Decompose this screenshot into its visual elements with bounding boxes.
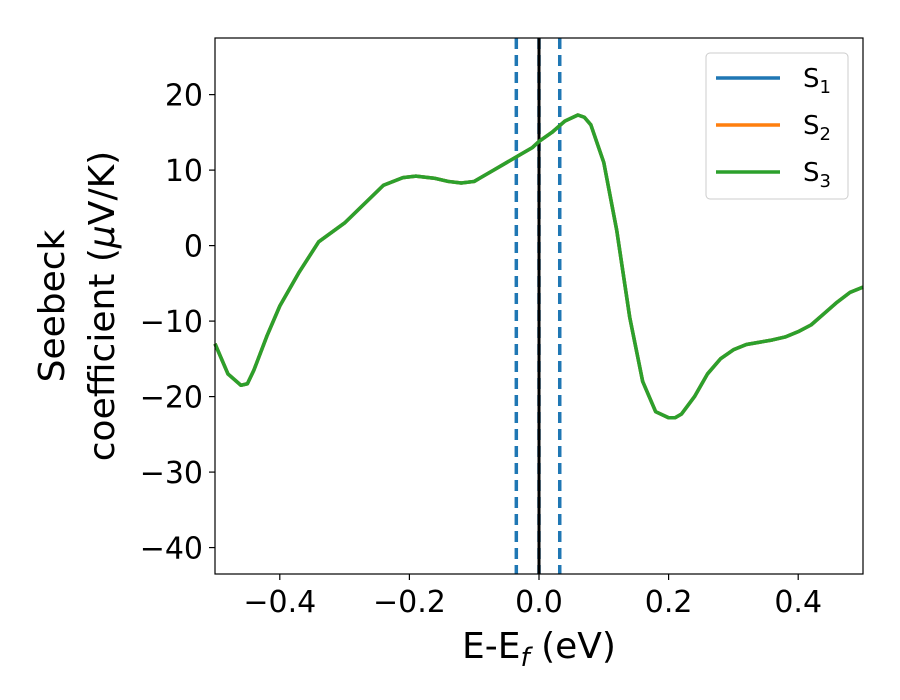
y-axis-title: Seebeck coefficient (μV/K) (32, 151, 123, 461)
legend-label-sub: 2 (820, 124, 831, 145)
y-tick-label: −30 (140, 456, 203, 491)
x-axis-title-unit: (eV) (530, 626, 616, 667)
x-tick-label: 0.2 (645, 585, 693, 620)
series-lines (213, 113, 864, 420)
y-tick-label: −20 (140, 381, 203, 416)
y-tick-label: 10 (165, 154, 203, 189)
series-line-s3 (213, 113, 864, 420)
y-tick-label: −40 (140, 532, 203, 567)
legend-label-main: S (803, 158, 820, 188)
y-axis-ticks: −40 −30 −20 −10 0 10 20 (140, 79, 215, 567)
x-tick-label: −0.2 (373, 585, 446, 620)
y-axis-title-mu: μ (82, 225, 123, 249)
legend-label-sub: 1 (820, 77, 831, 98)
legend-label-main: S (803, 64, 820, 94)
legend-label-s2: S2 (803, 111, 831, 145)
y-tick-label: −10 (140, 305, 203, 340)
y-axis-title-unit: V/K) (82, 151, 123, 225)
y-axis-title-line1: Seebeck (32, 229, 73, 382)
legend-label-s1: S1 (803, 64, 831, 98)
x-axis-title: E-Ef (eV) (462, 626, 616, 673)
y-axis-title-line2: coefficient (μV/K) (82, 151, 123, 461)
y-tick-label: 0 (184, 230, 203, 265)
legend-label-main: S (803, 111, 820, 141)
x-axis-title-main: E-E (462, 626, 520, 667)
legend-label-sub: 3 (820, 171, 831, 192)
legend-label-s3: S3 (803, 158, 831, 192)
y-tick-label: 20 (165, 79, 203, 114)
x-tick-label: 0.4 (774, 585, 822, 620)
x-tick-label: −0.4 (243, 585, 316, 620)
y-axis-title-line2-text: coefficient ( (82, 248, 123, 461)
x-axis-ticks: −0.4 −0.2 0.0 0.2 0.4 (243, 574, 822, 620)
x-tick-label: 0.0 (515, 585, 563, 620)
